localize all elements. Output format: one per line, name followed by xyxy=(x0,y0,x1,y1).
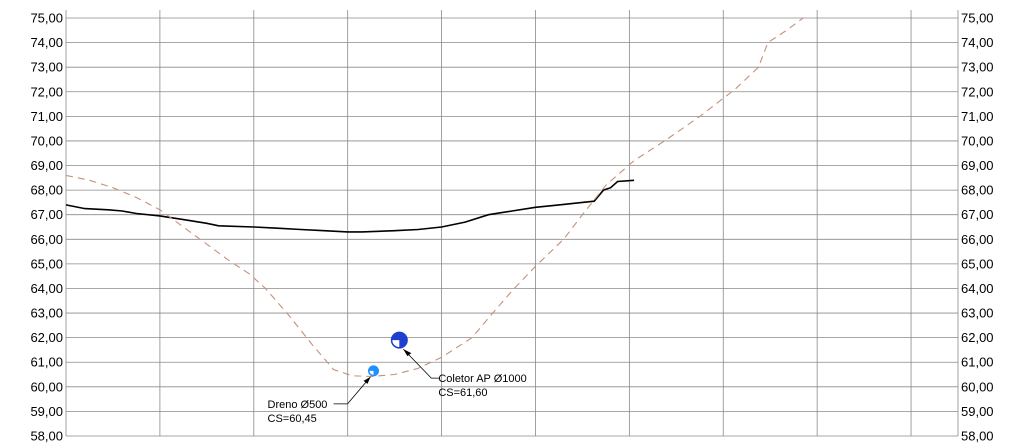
left-tick-label: 62,00 xyxy=(30,330,63,345)
right-tick-label: 74,00 xyxy=(961,35,994,50)
right-tick-label: 60,00 xyxy=(961,379,994,394)
left-tick-label: 73,00 xyxy=(30,60,63,75)
right-tick-label: 67,00 xyxy=(961,207,994,222)
dreno-cs-label: CS=60,45 xyxy=(268,413,317,425)
coletor-diameter-label: Coletor AP Ø1000 xyxy=(438,373,526,385)
left-tick-label: 68,00 xyxy=(30,183,63,198)
left-tick-label: 71,00 xyxy=(30,109,63,124)
dreno-pipe: Dreno Ø500 CS=60,45 xyxy=(268,365,380,425)
grid xyxy=(65,10,959,437)
coletor-pipe: Coletor AP Ø1000 CS=61,60 xyxy=(390,331,527,399)
right-tick-label: 64,00 xyxy=(961,281,994,296)
right-tick-label: 68,00 xyxy=(961,183,994,198)
dreno-leader-line xyxy=(333,376,371,405)
right-tick-label: 59,00 xyxy=(961,404,994,419)
left-tick-label: 60,00 xyxy=(30,379,63,394)
dreno-diameter-label: Dreno Ø500 xyxy=(268,399,328,411)
left-tick-label: 61,00 xyxy=(30,355,63,370)
left-tick-label: 65,00 xyxy=(30,256,63,271)
dreno-half-fill xyxy=(369,370,374,375)
left-tick-label: 70,00 xyxy=(30,133,63,148)
existing-terrain-dashed-line xyxy=(65,17,804,378)
dreno-arrowhead xyxy=(363,376,371,384)
right-tick-label: 61,00 xyxy=(961,355,994,370)
right-tick-label: 62,00 xyxy=(961,330,994,345)
right-tick-label: 66,00 xyxy=(961,232,994,247)
left-tick-label: 75,00 xyxy=(30,11,63,26)
left-tick-label: 59,00 xyxy=(30,404,63,419)
right-tick-label: 72,00 xyxy=(961,84,994,99)
coletor-leader-line xyxy=(403,348,440,379)
left-tick-label: 72,00 xyxy=(30,84,63,99)
left-tick-label: 66,00 xyxy=(30,232,63,247)
right-tick-label: 71,00 xyxy=(961,109,994,124)
right-tick-label: 75,00 xyxy=(961,11,994,26)
right-tick-label: 73,00 xyxy=(961,60,994,75)
right-tick-label: 70,00 xyxy=(961,133,994,148)
right-tick-label: 58,00 xyxy=(961,429,994,444)
left-tick-label: 67,00 xyxy=(30,207,63,222)
right-tick-label: 69,00 xyxy=(961,158,994,173)
left-axis: 58,00 59,00 60,00 61,00 62,00 63,00 64,00 65,00… xyxy=(30,11,63,444)
coletor-half-fill xyxy=(392,340,400,348)
coletor-arrowhead xyxy=(403,349,412,357)
ground-profile-line xyxy=(65,179,635,233)
left-tick-label: 69,00 xyxy=(30,158,63,173)
left-tick-label: 63,00 xyxy=(30,306,63,321)
right-tick-label: 65,00 xyxy=(961,256,994,271)
coletor-cs-label: CS=61,60 xyxy=(438,387,487,399)
left-tick-label: 74,00 xyxy=(30,35,63,50)
right-tick-label: 63,00 xyxy=(961,306,994,321)
right-axis: 58,00 59,00 60,00 61,00 62,00 63,00 64,00 65,00… xyxy=(961,11,994,444)
left-tick-label: 58,00 xyxy=(30,429,63,444)
left-tick-label: 64,00 xyxy=(30,281,63,296)
